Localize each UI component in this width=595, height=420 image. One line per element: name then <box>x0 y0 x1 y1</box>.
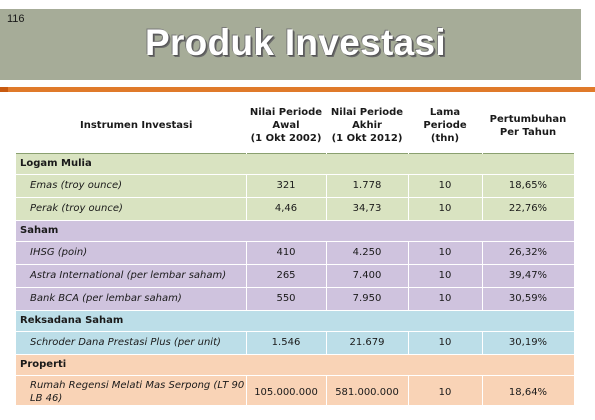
header-line: Per Tahun <box>499 126 557 138</box>
table-body: Logam Mulia Emas (troy ounce) 321 1.778 … <box>16 153 574 405</box>
end-value-cell: 4.250 <box>326 241 409 265</box>
end-value-cell: 581.000.000 <box>326 375 409 405</box>
header-line: Nilai Periode <box>330 107 404 119</box>
start-value-cell: 105.000.000 <box>246 375 327 405</box>
header-start-value: Nilai Periode Awal (1 Okt 2002) <box>246 99 327 153</box>
accent-line <box>0 87 595 92</box>
instrument-cell: IHSG (poin) <box>16 241 247 265</box>
instrument-cell: Bank BCA (per lembar saham) <box>16 287 247 311</box>
end-value-cell: 34,73 <box>326 197 409 221</box>
header-line: Nilai Periode <box>249 107 323 119</box>
investment-table-container: Instrumen Investasi Nilai Periode Awal (… <box>16 99 574 405</box>
start-value-cell: 1.546 <box>246 331 327 355</box>
end-value-cell: 7.400 <box>326 264 409 288</box>
table-row: Bank BCA (per lembar saham) 550 7.950 10… <box>16 287 574 311</box>
growth-cell: 22,76% <box>482 197 574 221</box>
years-cell: 10 <box>408 264 483 288</box>
header-end-value: Nilai Periode Akhir (1 Okt 2012) <box>326 99 409 153</box>
accent-line-end <box>0 87 8 92</box>
header-instrument: Instrumen Investasi <box>16 99 247 153</box>
header-line: Instrumen Investasi <box>80 120 193 132</box>
years-cell: 10 <box>408 241 483 265</box>
category-label: Saham <box>16 220 574 242</box>
table-row: Perak (troy ounce) 4,46 34,73 10 22,76% <box>16 197 574 221</box>
years-cell: 10 <box>408 197 483 221</box>
instrument-cell: Astra International (per lembar saham) <box>16 264 247 288</box>
years-cell: 10 <box>408 375 483 405</box>
investment-table: Instrumen Investasi Nilai Periode Awal (… <box>16 99 574 405</box>
page-number: 116 <box>7 13 25 25</box>
header-row: Instrumen Investasi Nilai Periode Awal (… <box>16 99 574 153</box>
table-row: Astra International (per lembar saham) 2… <box>16 264 574 288</box>
growth-cell: 18,64% <box>482 375 574 405</box>
table-row: IHSG (poin) 410 4.250 10 26,32% <box>16 241 574 265</box>
start-value-cell: 4,46 <box>246 197 327 221</box>
growth-cell: 18,65% <box>482 174 574 198</box>
category-row: Saham <box>16 220 574 242</box>
instrument-cell: Emas (troy ounce) <box>16 174 247 198</box>
header-line: Akhir <box>352 120 382 132</box>
title-band <box>0 9 581 80</box>
end-value-cell: 1.778 <box>326 174 409 198</box>
growth-cell: 39,47% <box>482 264 574 288</box>
table-row: Rumah Regensi Melati Mas Serpong (LT 90 … <box>16 375 574 405</box>
start-value-cell: 410 <box>246 241 327 265</box>
header-line: Lama Periode <box>423 107 467 132</box>
slide-title: Produk Investasi <box>145 22 446 63</box>
instrument-cell: Rumah Regensi Melati Mas Serpong (LT 90 … <box>16 375 247 405</box>
start-value-cell: 550 <box>246 287 327 311</box>
growth-cell: 30,19% <box>482 331 574 355</box>
category-label: Reksadana Saham <box>16 310 574 332</box>
years-cell: 10 <box>408 174 483 198</box>
growth-cell: 30,59% <box>482 287 574 311</box>
years-cell: 10 <box>408 331 483 355</box>
category-row: Reksadana Saham <box>16 310 574 332</box>
start-value-cell: 321 <box>246 174 327 198</box>
header-line: Pertumbuhan <box>489 113 567 125</box>
table-row: Schroder Dana Prestasi Plus (per unit) 1… <box>16 331 574 355</box>
category-label: Properti <box>16 354 574 376</box>
header-line: Awal <box>272 120 300 132</box>
header-annual-growth: Pertumbuhan Per Tahun <box>482 99 574 153</box>
table-row: Emas (troy ounce) 321 1.778 10 18,65% <box>16 174 574 198</box>
category-label: Logam Mulia <box>16 153 574 175</box>
header-line: (1 Okt 2012) <box>331 133 403 145</box>
category-row: Logam Mulia <box>16 153 574 175</box>
instrument-cell: Schroder Dana Prestasi Plus (per unit) <box>16 331 247 355</box>
table-header: Instrumen Investasi Nilai Periode Awal (… <box>16 99 574 153</box>
growth-cell: 26,32% <box>482 241 574 265</box>
category-row: Properti <box>16 354 574 376</box>
header-line: (thn) <box>430 133 460 145</box>
end-value-cell: 21.679 <box>326 331 409 355</box>
end-value-cell: 7.950 <box>326 287 409 311</box>
instrument-cell: Perak (troy ounce) <box>16 197 247 221</box>
header-period-length: Lama Periode (thn) <box>408 99 483 153</box>
start-value-cell: 265 <box>246 264 327 288</box>
header-line: (1 Okt 2002) <box>250 133 322 145</box>
years-cell: 10 <box>408 287 483 311</box>
